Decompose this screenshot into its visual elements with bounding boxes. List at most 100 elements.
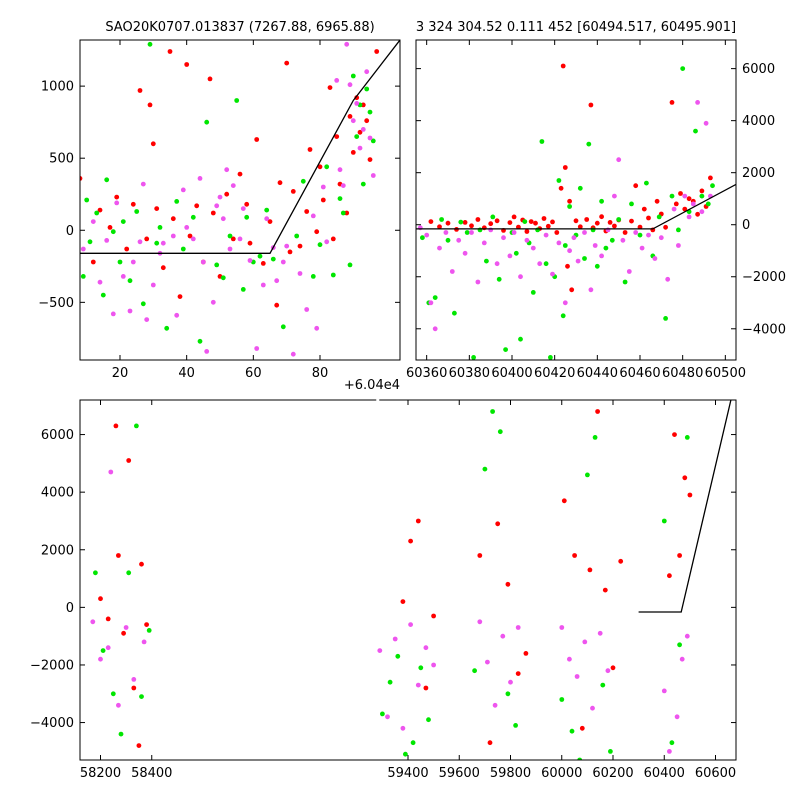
data-point bbox=[297, 271, 303, 276]
data-point bbox=[240, 287, 246, 292]
data-point bbox=[354, 134, 360, 140]
data-point bbox=[595, 409, 600, 414]
data-point bbox=[562, 165, 568, 170]
data-point bbox=[136, 743, 142, 748]
data-point bbox=[244, 201, 250, 207]
axes-frame bbox=[79, 39, 401, 361]
data-point bbox=[90, 259, 96, 265]
data-point bbox=[385, 714, 390, 720]
data-point bbox=[626, 269, 632, 274]
data-point bbox=[354, 101, 360, 106]
y-tick-label: 0 bbox=[66, 601, 74, 616]
data-point bbox=[100, 648, 106, 653]
data-point bbox=[548, 355, 553, 360]
x-tick-label: 60400 bbox=[491, 366, 532, 381]
data-point bbox=[539, 139, 545, 144]
data-point bbox=[676, 243, 681, 248]
data-point bbox=[505, 581, 511, 587]
data-point bbox=[462, 250, 468, 256]
data-point bbox=[686, 196, 692, 202]
data-point bbox=[496, 276, 502, 282]
data-point bbox=[403, 751, 408, 757]
data-point bbox=[360, 181, 366, 187]
data-point bbox=[418, 665, 424, 671]
data-point bbox=[541, 216, 547, 221]
data-point bbox=[560, 63, 566, 69]
data-point bbox=[120, 274, 126, 279]
data-point bbox=[507, 253, 513, 259]
data-point bbox=[174, 199, 180, 204]
data-point bbox=[120, 219, 126, 225]
data-point bbox=[574, 674, 580, 679]
data-point bbox=[513, 723, 518, 728]
data-point bbox=[556, 240, 562, 246]
data-point bbox=[673, 201, 679, 207]
data-point bbox=[449, 269, 455, 274]
chart-title: SAO20K0707.013837 (7267.88, 6965.88) bbox=[105, 20, 374, 35]
data-point bbox=[347, 262, 353, 268]
data-point bbox=[190, 236, 196, 242]
x-tick-label: 60000 bbox=[541, 766, 582, 781]
data-point bbox=[426, 717, 431, 723]
data-layer bbox=[90, 400, 732, 760]
data-point bbox=[400, 725, 406, 731]
data-point bbox=[481, 240, 487, 246]
data-point bbox=[518, 274, 523, 280]
data-point bbox=[567, 204, 572, 209]
y-tick-label: −4000 bbox=[30, 716, 74, 731]
data-point bbox=[100, 292, 106, 298]
data-point bbox=[678, 191, 683, 196]
data-point bbox=[140, 301, 146, 307]
data-point bbox=[415, 518, 421, 524]
data-point bbox=[294, 233, 300, 239]
data-point bbox=[424, 232, 430, 238]
data-point bbox=[420, 235, 425, 241]
data-point bbox=[320, 197, 326, 203]
data-point bbox=[572, 553, 577, 558]
data-point bbox=[230, 236, 236, 242]
data-point bbox=[590, 705, 595, 711]
data-point bbox=[234, 98, 240, 103]
data-point bbox=[437, 245, 442, 251]
axes-frame bbox=[79, 399, 737, 761]
data-point bbox=[277, 180, 283, 186]
data-point bbox=[584, 217, 590, 222]
data-point bbox=[485, 659, 490, 665]
x-tick-label: 60480 bbox=[662, 366, 703, 381]
x-tick-label: 60380 bbox=[449, 366, 490, 381]
data-point bbox=[484, 258, 489, 264]
data-point bbox=[533, 220, 538, 226]
data-point bbox=[324, 239, 330, 245]
data-point bbox=[334, 78, 340, 83]
data-point bbox=[569, 728, 575, 734]
y-tick-label: 0 bbox=[742, 218, 750, 233]
data-point bbox=[260, 282, 266, 288]
data-point bbox=[415, 682, 421, 688]
data-point bbox=[237, 171, 243, 177]
data-point bbox=[144, 236, 150, 242]
x-tick-label: 60600 bbox=[695, 766, 736, 781]
data-point bbox=[280, 324, 286, 330]
data-point bbox=[80, 246, 86, 252]
fit-line bbox=[80, 40, 400, 254]
y-tick-label: −2000 bbox=[742, 270, 786, 285]
data-point bbox=[270, 256, 276, 262]
data-point bbox=[284, 243, 290, 249]
data-point bbox=[247, 258, 253, 263]
axis-break-top bbox=[376, 398, 380, 403]
data-point bbox=[160, 265, 166, 271]
data-point bbox=[679, 656, 685, 662]
data-point bbox=[154, 206, 160, 212]
data-point bbox=[671, 206, 677, 212]
data-point bbox=[464, 230, 470, 235]
y-tick-label: 500 bbox=[49, 152, 74, 167]
data-point bbox=[562, 300, 568, 306]
data-point bbox=[445, 237, 451, 243]
data-point bbox=[264, 207, 270, 213]
data-point bbox=[665, 276, 671, 282]
data-point bbox=[594, 220, 600, 226]
data-point bbox=[599, 198, 604, 204]
data-point bbox=[204, 119, 210, 125]
data-point bbox=[116, 702, 121, 708]
data-point bbox=[695, 211, 700, 217]
